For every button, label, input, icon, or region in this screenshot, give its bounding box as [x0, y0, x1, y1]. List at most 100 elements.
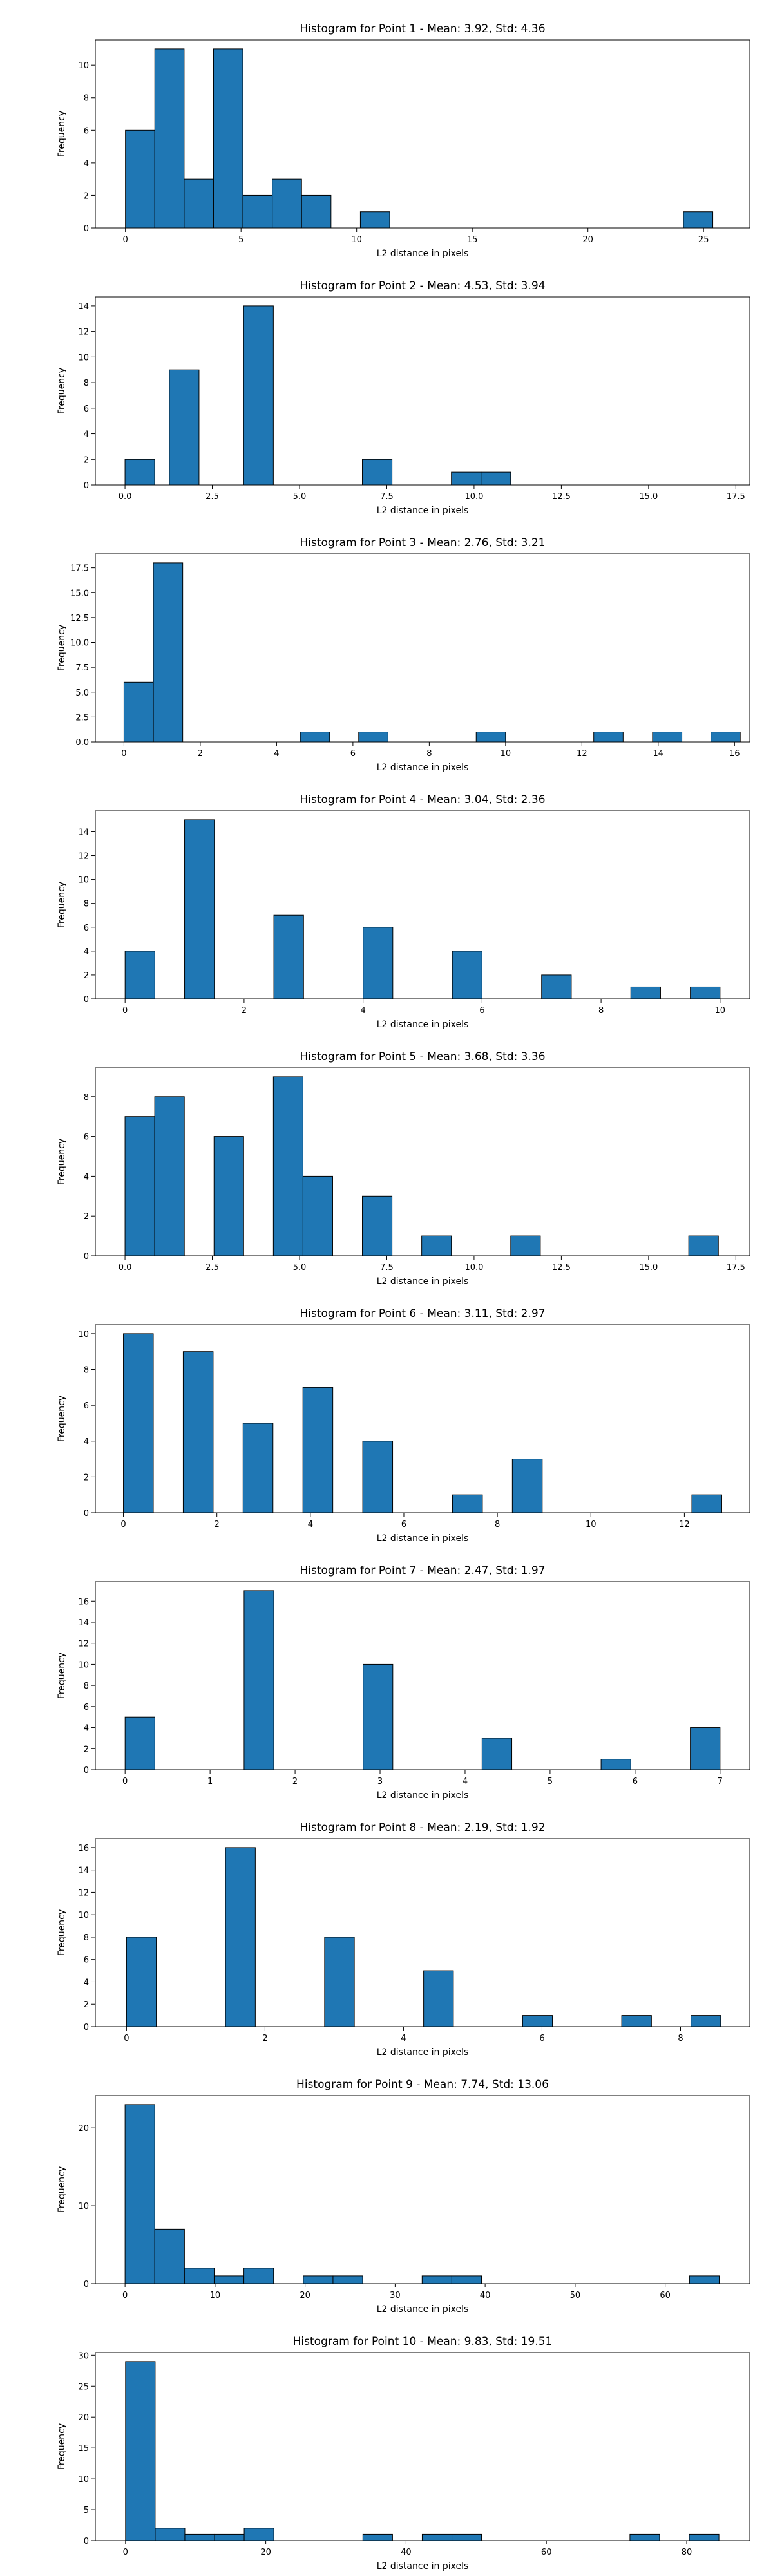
y-tick-label: 16 — [78, 1844, 89, 1853]
x-tick-label: 1 — [207, 1777, 213, 1786]
x-tick-label: 0 — [122, 2291, 128, 2300]
chart-title: Histogram for Point 8 - Mean: 2.19, Std:… — [300, 1821, 545, 1834]
y-tick-label: 8 — [84, 1093, 89, 1103]
histogram-bar — [124, 1716, 155, 1770]
histogram-bar — [510, 1235, 541, 1256]
y-axis-label: Frequency — [57, 1139, 67, 1185]
histogram-bar — [652, 732, 683, 743]
histogram-bar — [272, 1076, 303, 1256]
x-tick-label: 4 — [308, 1520, 313, 1530]
x-tick-label: 15.0 — [639, 492, 658, 502]
x-tick-label: 0 — [124, 2034, 129, 2043]
y-axis-label: Frequency — [57, 111, 67, 157]
histogram-bar — [243, 305, 274, 486]
x-tick-label: 5.0 — [293, 492, 307, 502]
x-tick-label: 7.5 — [380, 492, 394, 502]
x-tick-label: 6 — [479, 1006, 484, 1016]
y-tick-label: 5.0 — [75, 688, 89, 698]
y-tick-label: 4 — [84, 430, 89, 440]
histogram-panel-3: Histogram for Point 3 - Mean: 2.76, Std:… — [57, 536, 750, 773]
x-axis-label: L2 distance in pixels — [377, 1533, 469, 1544]
x-tick-label: 8 — [678, 2034, 683, 2043]
y-tick-label: 14 — [78, 302, 89, 312]
histogram-bar — [621, 2015, 652, 2027]
plot-frame — [95, 1067, 750, 1256]
chart-title: Histogram for Point 10 - Mean: 9.83, Std… — [293, 2335, 553, 2348]
histogram-bar — [690, 986, 721, 999]
chart-title: Histogram for Point 2 - Mean: 4.53, Std:… — [300, 279, 545, 292]
y-tick-label: 14 — [78, 1866, 89, 1876]
plot-frame — [95, 1581, 750, 1770]
y-tick-label: 12.5 — [70, 614, 89, 623]
x-axis-label: L2 distance in pixels — [377, 762, 469, 773]
x-tick-label: 6 — [350, 749, 356, 759]
histogram-bar — [184, 2533, 215, 2541]
y-tick-label: 2 — [84, 1745, 89, 1754]
chart-title: Histogram for Point 7 - Mean: 2.47, Std:… — [300, 1564, 545, 1577]
histogram-bar — [123, 1333, 154, 1513]
x-tick-label: 7.5 — [380, 1263, 394, 1273]
histogram-panel-7: Histogram for Point 7 - Mean: 2.47, Std:… — [57, 1564, 750, 1801]
histogram-panel-2: Histogram for Point 2 - Mean: 4.53, Std:… — [57, 279, 750, 516]
y-tick-label: 2 — [84, 971, 89, 981]
x-axis-label: L2 distance in pixels — [377, 1790, 469, 1801]
plot-frame — [95, 1838, 750, 2027]
y-tick-label: 8 — [84, 900, 89, 909]
histogram-bar — [711, 732, 741, 743]
y-axis-label: Frequency — [57, 2423, 67, 2470]
y-tick-label: 6 — [84, 923, 89, 933]
y-tick-label: 2 — [84, 455, 89, 465]
chart-title: Histogram for Point 5 - Mean: 3.68, Std:… — [300, 1050, 545, 1063]
x-tick-label: 30 — [390, 2291, 401, 2300]
histogram-bar — [522, 2015, 553, 2027]
histogram-bar — [689, 2533, 720, 2541]
plot-frame — [95, 2095, 750, 2284]
histogram-bar — [243, 2268, 274, 2284]
histogram-bar — [302, 1175, 333, 1256]
x-tick-label: 8 — [426, 749, 432, 759]
x-tick-label: 4 — [401, 2034, 406, 2043]
x-axis-label: L2 distance in pixels — [377, 506, 469, 516]
histogram-bar — [452, 951, 482, 999]
histogram-bar — [125, 129, 155, 229]
histogram-bar — [273, 914, 304, 999]
histogram-bar — [541, 974, 572, 999]
x-axis-label: L2 distance in pixels — [377, 1276, 469, 1287]
x-tick-label: 0 — [121, 749, 126, 759]
x-tick-label: 6 — [633, 1777, 638, 1786]
x-tick-label: 60 — [660, 2291, 671, 2300]
histogram-bar — [242, 1423, 274, 1513]
x-tick-label: 40 — [480, 2291, 491, 2300]
histogram-bar — [600, 1759, 631, 1770]
y-tick-label: 30 — [78, 2351, 89, 2361]
x-tick-label: 2 — [215, 1520, 220, 1530]
histogram-panel-9: Histogram for Point 9 - Mean: 7.74, Std:… — [57, 2078, 750, 2315]
y-tick-label: 12 — [78, 852, 89, 862]
y-tick-label: 14 — [78, 1618, 89, 1628]
x-tick-label: 16 — [729, 749, 740, 759]
x-tick-label: 2 — [292, 1777, 298, 1786]
x-tick-label: 60 — [541, 2548, 552, 2557]
x-tick-label: 15.0 — [639, 1263, 658, 1273]
x-tick-label: 17.5 — [727, 1263, 745, 1273]
histogram-bar — [184, 2268, 215, 2284]
y-tick-label: 10 — [78, 353, 89, 363]
histogram-bar — [243, 2528, 274, 2541]
plot-frame — [95, 2352, 750, 2541]
x-tick-label: 10 — [586, 1520, 596, 1530]
x-tick-label: 17.5 — [727, 492, 745, 502]
x-tick-label: 0 — [123, 235, 128, 245]
x-tick-label: 10 — [501, 749, 511, 759]
y-tick-label: 0 — [84, 1509, 89, 1519]
histogram-bar — [629, 2533, 660, 2541]
histogram-bar — [155, 2528, 186, 2541]
x-tick-label: 3 — [377, 1777, 383, 1786]
x-axis-label: L2 distance in pixels — [377, 2304, 469, 2315]
x-tick-label: 4 — [463, 1777, 468, 1786]
y-tick-label: 8 — [84, 1933, 89, 1943]
x-tick-label: 2 — [262, 2034, 267, 2043]
histogram-bar — [691, 2015, 721, 2027]
x-tick-label: 10 — [351, 235, 362, 245]
x-tick-label: 8 — [598, 1006, 604, 1016]
x-tick-label: 6 — [401, 1520, 406, 1530]
